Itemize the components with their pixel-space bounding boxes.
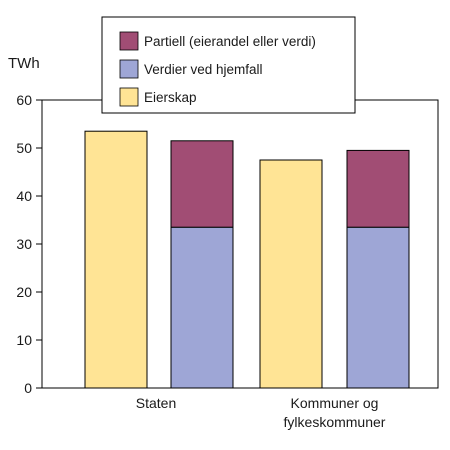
legend-swatch [119, 59, 139, 79]
bar-segment-partiell [346, 149, 410, 228]
bar-segment-hjemfall [170, 226, 234, 389]
y-tick-label: 30 [16, 236, 32, 252]
bar-eierskap [84, 130, 148, 389]
bar-eierskap [259, 159, 323, 389]
y-axis-unit: TWh [8, 55, 40, 72]
x-axis: Staten Kommuner og fylkeskommuner [136, 395, 386, 430]
legend-swatch [119, 87, 139, 107]
y-tick-label: 60 [16, 92, 32, 108]
y-tick-label: 20 [16, 284, 32, 300]
y-tick-label: 50 [16, 140, 32, 156]
x-category-label: Staten [136, 395, 176, 411]
y-axis: 0 10 20 30 40 50 60 [16, 92, 42, 396]
legend-entry-label: Partiell (eierandel eller verdi) [144, 34, 316, 49]
bar-segment-hjemfall [346, 226, 410, 389]
bars [84, 130, 410, 389]
y-tick-label: 40 [16, 188, 32, 204]
legend-swatch [119, 31, 139, 51]
legend: Partiell (eierandel eller verdi) Verdier … [101, 16, 356, 114]
x-category-label: Kommuner og fylkeskommuner [284, 395, 386, 430]
legend-entry-label: Eierskap [144, 90, 197, 105]
legend-entry-label: Verdier ved hjemfall [144, 62, 263, 77]
bar-segment-partiell [170, 140, 234, 228]
legend-box [101, 16, 356, 114]
y-tick-label: 10 [16, 332, 32, 348]
y-tick-label: 0 [24, 380, 32, 396]
